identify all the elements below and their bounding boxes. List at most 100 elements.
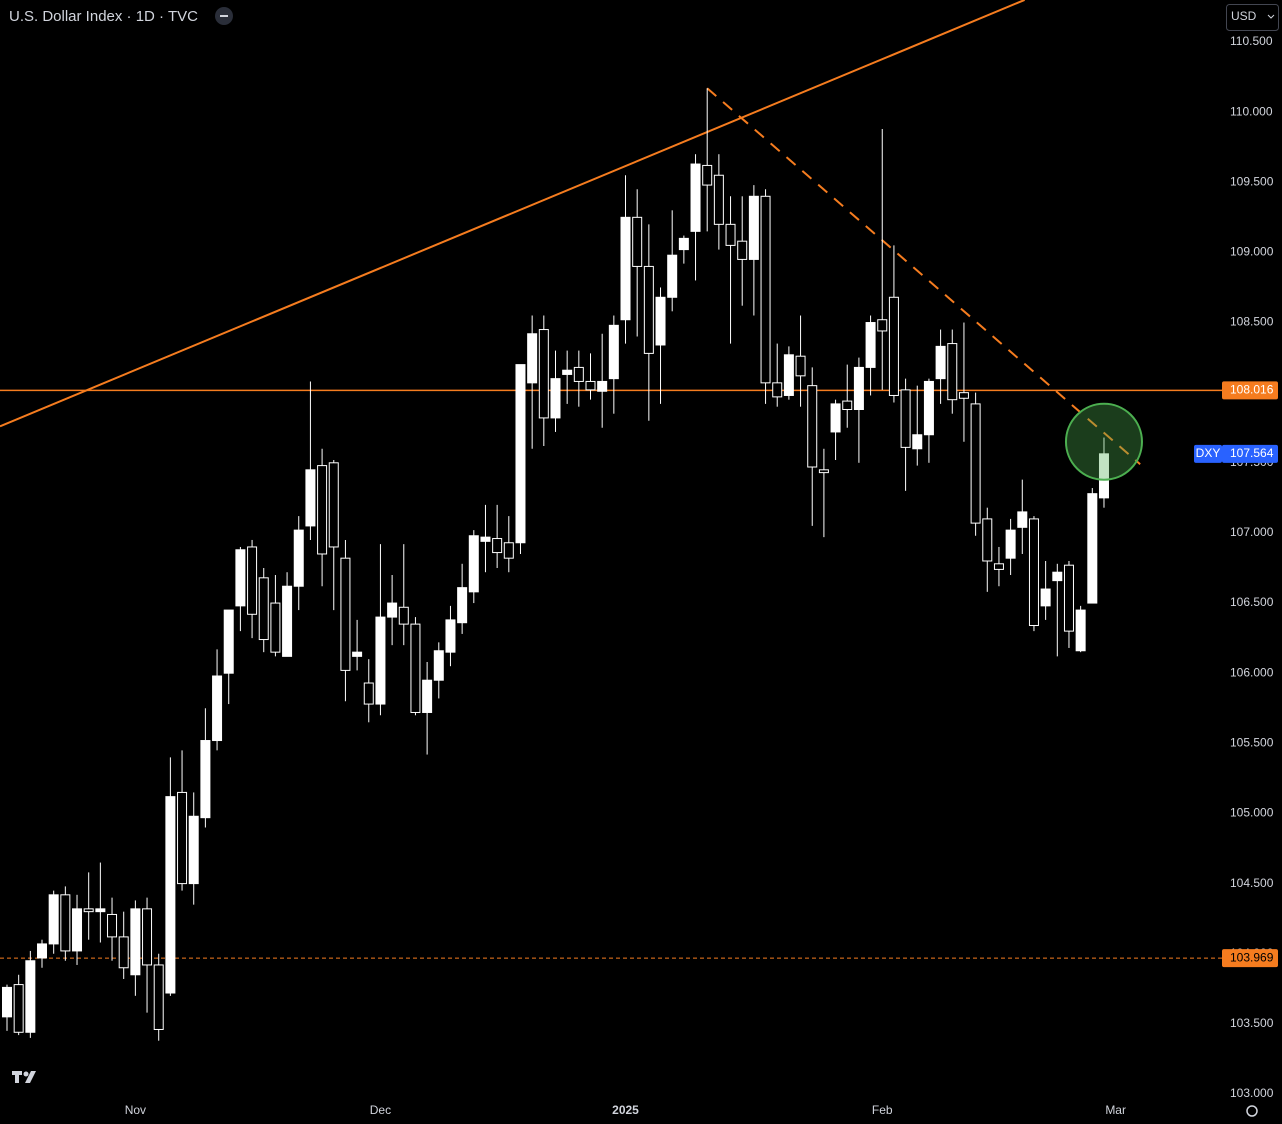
candle-body — [690, 163, 701, 232]
candle-body — [853, 366, 864, 410]
candle-body — [130, 908, 141, 976]
y-tick-label: 110.500 — [1230, 34, 1273, 48]
candle-body — [842, 400, 853, 410]
candle-body — [643, 265, 654, 354]
candle-body — [72, 908, 83, 952]
candle-body — [783, 354, 794, 396]
x-tick-label: Dec — [370, 1103, 391, 1117]
highlight-circle — [1064, 402, 1143, 481]
candle-body — [247, 546, 258, 615]
candle-body — [398, 606, 409, 625]
candle-body — [958, 392, 969, 399]
candle-body — [1087, 493, 1098, 604]
candle-body — [153, 964, 164, 1030]
candle-body — [2, 986, 12, 1018]
candle-body — [632, 216, 643, 267]
candle-body — [13, 984, 24, 1033]
candle-body — [48, 894, 59, 945]
symbol-box — [1194, 444, 1222, 463]
y-tick-label: 109.500 — [1230, 174, 1274, 188]
chart-title: U.S. Dollar Index · 1D · TVC — [9, 8, 198, 25]
last-price-box — [1222, 444, 1278, 463]
candle-body — [993, 563, 1004, 570]
candle-body — [258, 577, 269, 641]
candle-body — [865, 322, 876, 368]
candle-body — [982, 518, 993, 562]
candle-body — [457, 587, 468, 624]
candle-body — [305, 469, 316, 527]
price-label: 108.016 — [1230, 383, 1274, 397]
candle-body — [923, 380, 934, 436]
candle-body — [935, 345, 946, 380]
candle-body — [352, 651, 363, 657]
candle-body — [468, 535, 479, 593]
candle-body — [1040, 588, 1051, 607]
y-tick-label: 106.000 — [1230, 665, 1274, 679]
candle-body — [1098, 453, 1109, 499]
candle-body — [503, 542, 514, 559]
candle-body — [293, 529, 304, 587]
candle-body — [177, 791, 188, 885]
x-tick-label: Mar — [1105, 1103, 1126, 1117]
candle-body — [445, 619, 456, 653]
candle-body — [807, 385, 818, 468]
candle-body — [363, 682, 374, 705]
candle-body — [760, 195, 771, 384]
y-tick-label: 109.000 — [1230, 245, 1274, 259]
candle-body — [410, 623, 421, 713]
currency-label: USD — [1231, 9, 1257, 23]
candle-body — [597, 380, 608, 392]
candle-body — [433, 650, 444, 681]
candle-body — [60, 894, 71, 952]
x-tick-label: Feb — [872, 1103, 893, 1117]
x-tick-label: 2025 — [612, 1103, 639, 1117]
candle-body — [888, 296, 899, 396]
candle-body — [1052, 571, 1063, 582]
candle-body — [900, 389, 911, 448]
candle-body — [877, 319, 888, 332]
candle-body — [270, 602, 281, 653]
candle-body — [387, 602, 398, 618]
settings-button[interactable] — [1246, 1105, 1258, 1117]
candle-body — [375, 616, 386, 705]
candle-body — [795, 355, 806, 377]
candle-body — [772, 382, 783, 398]
currency-select[interactable] — [1226, 4, 1279, 31]
y-tick-label: 103.500 — [1230, 1016, 1274, 1030]
candle-body — [970, 403, 981, 524]
candle-body — [713, 174, 724, 225]
candle-body — [282, 585, 293, 657]
y-tick-label: 105.500 — [1230, 736, 1274, 750]
y-tick-label: 103.000 — [1230, 1086, 1274, 1100]
candle-body — [585, 380, 596, 391]
y-tick-label: 108.500 — [1230, 315, 1274, 329]
candle-body — [1017, 511, 1028, 528]
candle-body — [562, 369, 573, 375]
candle-body — [83, 908, 94, 913]
candle-body — [737, 240, 748, 260]
candle-body — [573, 366, 584, 382]
x-tick-label: Nov — [125, 1103, 146, 1117]
candle-body — [422, 679, 433, 713]
candle-body — [608, 324, 619, 380]
candle-body — [515, 364, 526, 544]
candle-body — [947, 343, 958, 401]
candle-body — [142, 908, 153, 966]
candle-body — [550, 378, 561, 419]
candle-body — [340, 557, 351, 671]
candle-body — [95, 908, 106, 913]
price-label-box — [1222, 949, 1278, 968]
candle-body — [492, 538, 503, 554]
candle-body — [118, 936, 129, 969]
candle-body — [1063, 564, 1074, 632]
y-tick-label: 110.000 — [1230, 104, 1273, 118]
candle-body — [655, 296, 666, 346]
y-tick-label: 106.500 — [1230, 595, 1274, 609]
candle-body — [830, 403, 841, 433]
trend-line — [0, 0, 1026, 428]
candle-body — [1028, 518, 1039, 627]
candle-body — [223, 609, 234, 674]
candle-body — [725, 223, 736, 246]
